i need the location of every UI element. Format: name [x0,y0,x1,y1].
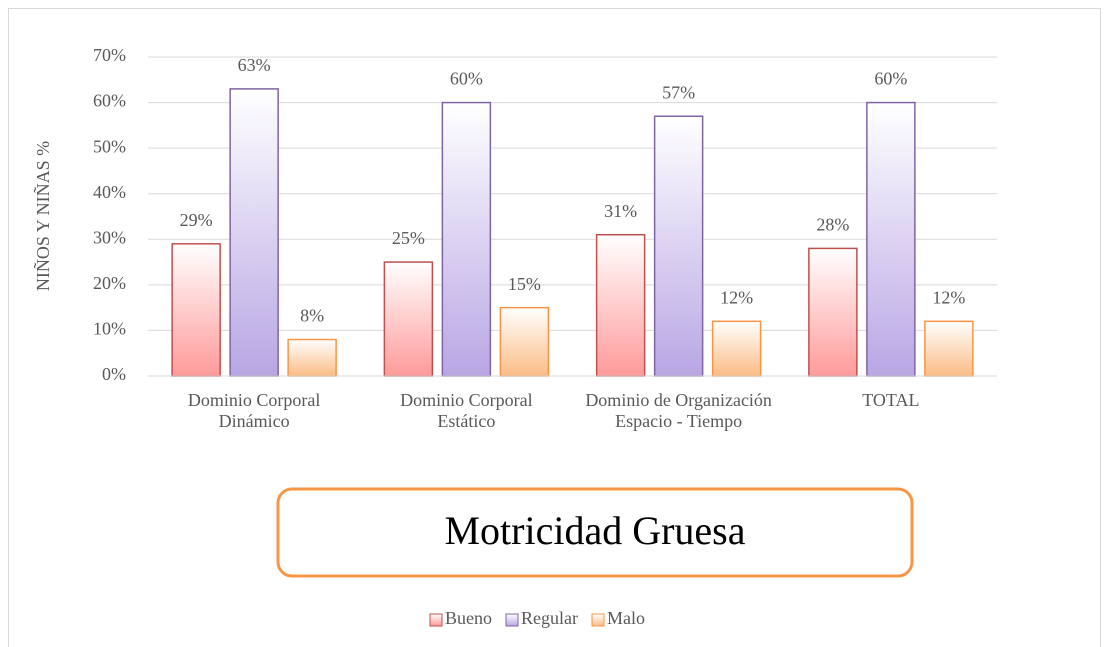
data-label: 31% [604,201,637,221]
bar [653,115,704,377]
x-tick-label: Dominio Corporal Estático [400,390,533,431]
y-tick-label: 20% [93,273,126,293]
bar [287,338,337,377]
data-label: 15% [508,274,541,294]
y-tick-label: 30% [93,227,126,247]
bar [383,261,434,377]
data-label: 8% [300,306,324,326]
x-tick-label: TOTAL [862,390,920,410]
bar [499,306,550,377]
bar [808,247,858,377]
y-axis-label: NIÑOS Y NIÑAS % [32,141,53,291]
y-tick-label: 10% [93,319,126,339]
bar [711,320,762,377]
legend-label: Regular [521,608,578,628]
data-label: 12% [720,287,753,307]
x-tick-label: Dominio Corporal Dinámico [187,390,321,431]
y-tick-label: 60% [93,91,126,111]
bar [171,243,221,377]
bar [866,101,916,377]
y-tick-label: 0% [102,364,126,384]
legend-label: Malo [607,608,645,628]
data-label: 28% [816,215,849,235]
data-label: 57% [662,82,695,102]
data-label: 29% [180,210,213,230]
legend-swatch [429,613,443,627]
bar [441,101,492,377]
chart-border [8,8,1101,647]
title-box [276,487,914,578]
y-tick-label: 40% [93,182,126,202]
data-label: 60% [874,69,907,89]
data-label: 12% [932,287,965,307]
x-tick-label-box: Dominio Corporal Dinámico [187,390,321,431]
data-label: 25% [392,228,425,248]
x-tick-label-box: TOTAL [862,390,920,410]
data-label: 63% [238,55,271,75]
chart-title: Motricidad Gruesa [444,508,745,553]
x-tick-label-box: Dominio de Organización Espacio - Tiempo [585,390,772,431]
bar [924,320,974,377]
data-label: 60% [450,69,483,89]
legend-swatch [505,613,519,627]
legend-label: Bueno [445,608,492,628]
y-tick-label: 70% [93,45,126,65]
bar [595,233,646,377]
y-tick-label: 50% [93,136,126,156]
bar [229,88,279,377]
legend-swatch [591,613,605,627]
x-tick-label-box: Dominio Corporal Estático [400,390,533,431]
x-tick-label: Dominio de Organización Espacio - Tiempo [585,390,772,431]
